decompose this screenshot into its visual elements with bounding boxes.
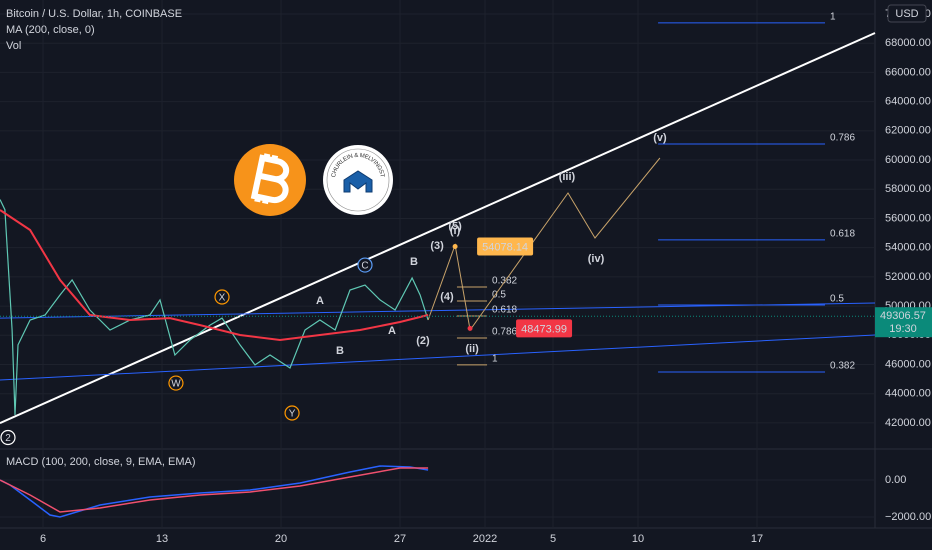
bitcoin-symbol xyxy=(250,153,290,205)
wave-label: B xyxy=(410,256,418,268)
macd-line xyxy=(0,465,429,518)
fib-label: 1 xyxy=(492,354,498,365)
x-tick-label: 6 xyxy=(40,533,46,545)
fib-label: 0.5 xyxy=(830,294,844,305)
y-tick-label: 64000.00 xyxy=(885,96,931,108)
projection-path xyxy=(427,157,661,332)
wave-circle xyxy=(357,257,373,273)
wave-label: 2 xyxy=(5,433,11,444)
last-price-badge xyxy=(875,307,932,338)
y-tick-label: 62000.00 xyxy=(885,125,931,137)
wave-circle xyxy=(0,429,16,446)
badge-dot xyxy=(467,325,473,331)
x-tick-label: 20 xyxy=(275,533,287,545)
fib-label: 0.786 xyxy=(830,133,855,144)
wave-label: A xyxy=(388,325,396,337)
countdown-text: 19:30 xyxy=(889,323,917,335)
y-tick-label: 46000.00 xyxy=(885,358,931,370)
grid xyxy=(0,0,875,528)
wave-label: W xyxy=(171,379,181,390)
y-tick-label: −2000.00 xyxy=(885,511,931,523)
x-tick-label: 13 xyxy=(156,533,168,545)
wave-circle xyxy=(214,289,230,305)
last-price-text: 49306.57 xyxy=(880,310,926,322)
wave-label: (5) xyxy=(448,221,462,233)
logo-ring xyxy=(326,148,390,212)
x-tick-label: 5 xyxy=(550,533,556,545)
trend-line xyxy=(0,334,876,381)
fib-label: 0.786 xyxy=(492,327,517,338)
wave-label: (i) xyxy=(450,225,461,237)
fib-label: 0.618 xyxy=(492,305,517,316)
indicator-vol: Vol xyxy=(6,40,21,52)
wave-label: B xyxy=(336,345,344,357)
y-tick-label: 56000.00 xyxy=(885,212,931,224)
y-tick-label: 68000.00 xyxy=(885,37,931,49)
signal-line xyxy=(0,467,429,513)
wave-label: (v) xyxy=(653,132,667,144)
wave-circle xyxy=(168,375,184,391)
x-tick-label: 10 xyxy=(632,533,644,545)
y-tick-label: 66000.00 xyxy=(885,66,931,78)
y-tick-label: 0.00 xyxy=(885,474,906,486)
wave-label: C xyxy=(361,261,368,272)
y-tick-label: 58000.00 xyxy=(885,183,931,195)
wave-circle xyxy=(284,405,300,421)
logo-mark xyxy=(343,170,373,193)
wave-label: Y xyxy=(289,409,296,420)
currency: USD xyxy=(895,8,918,20)
x-tick-label: 17 xyxy=(751,533,763,545)
y-tick-label: 42000.00 xyxy=(885,417,931,429)
wave-label: (iv) xyxy=(588,253,605,265)
wave-label: (iii) xyxy=(559,171,576,183)
fib-label: 0.5 xyxy=(492,290,506,301)
symbol-title: Bitcoin / U.S. Dollar, 1h, COINBASE xyxy=(6,8,182,20)
wave-label: (2) xyxy=(416,335,430,347)
fib-label: 0.618 xyxy=(830,229,855,240)
y-tick-label: 60000.00 xyxy=(885,154,931,166)
fib-label: 0.382 xyxy=(830,361,855,372)
wave-label: A xyxy=(316,295,324,307)
marks: 42000.0044000.0046000.0048000.0050000.00… xyxy=(0,8,932,545)
y-tick-label: 52000.00 xyxy=(885,271,931,283)
x-tick-label: 27 xyxy=(394,533,406,545)
x-tick-label: 2022 xyxy=(473,533,497,545)
trend-line xyxy=(0,32,876,425)
currency-badge[interactable] xyxy=(887,4,927,23)
moving-average xyxy=(0,209,429,342)
wave-label: (ii) xyxy=(465,343,479,355)
wave-label: (4) xyxy=(440,291,454,303)
price-line xyxy=(0,199,429,416)
indicator-macd: MACD (100, 200, close, 9, EMA, EMA) xyxy=(6,456,196,468)
fib-label: 1 xyxy=(830,12,836,23)
wave-label: X xyxy=(219,293,226,304)
price-badge-text: 54078.14 xyxy=(482,241,528,253)
badge-dot xyxy=(452,244,458,250)
y-tick-label: 54000.00 xyxy=(885,242,931,254)
y-tick-label: 44000.00 xyxy=(885,388,931,400)
wave-label: (3) xyxy=(430,240,444,252)
price-badge xyxy=(516,319,573,338)
indicator-ma: MA (200, close, 0) xyxy=(6,24,95,36)
price-badge xyxy=(477,237,534,256)
price-badge-text: 48473.99 xyxy=(521,323,567,335)
